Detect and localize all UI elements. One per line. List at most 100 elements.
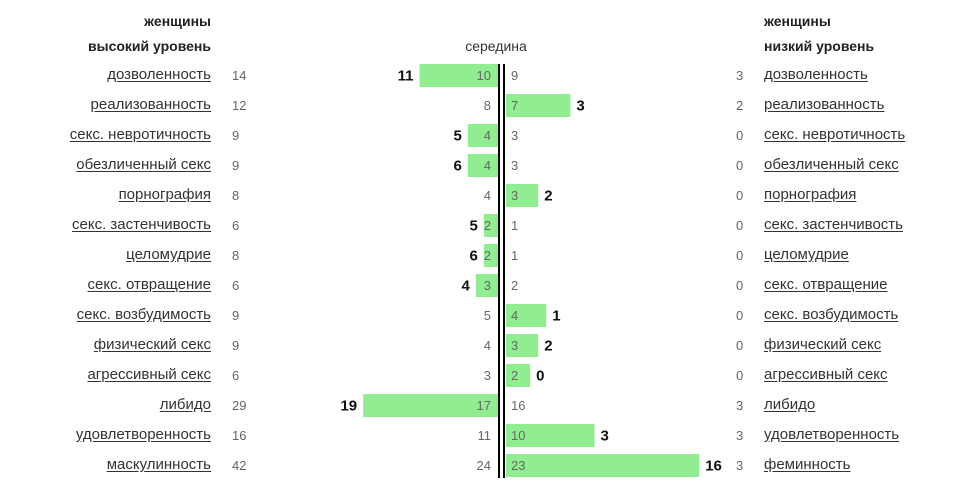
table-row: физический секс 9 0 физический секс	[0, 331, 953, 361]
left-scale-link[interactable]: дозволенность	[107, 66, 211, 83]
right-header-line2: низкий уровень	[764, 38, 875, 54]
left-scale-link[interactable]: маскулинность	[106, 456, 211, 473]
bar-right	[506, 184, 539, 207]
left-count: 14	[232, 68, 247, 83]
left-count: 8	[232, 188, 240, 203]
right-count: 0	[736, 218, 744, 233]
mid-right-value: 10	[511, 428, 525, 443]
table-row: обезличенный секс 9 0 обезличенный секс	[0, 151, 953, 181]
mid-right-value: 3	[511, 128, 518, 143]
left-scale-link[interactable]: секс. застенчивость	[72, 216, 211, 233]
mid-left-value: 3	[484, 368, 491, 383]
left-count: 12	[232, 98, 247, 113]
table-row: удовлетворенность 16 3 удовлетворенность	[0, 421, 953, 451]
table-row: секс. застенчивость 6 0 секс. застенчивость	[0, 211, 953, 241]
bar-left	[475, 274, 500, 297]
left-scale-link[interactable]: либидо	[159, 396, 211, 413]
right-scale-link[interactable]: целомудрие	[764, 246, 849, 263]
right-count: 3	[736, 68, 744, 83]
bar-right	[506, 454, 700, 477]
mid-right-value: 3	[511, 188, 518, 203]
left-count: 42	[232, 458, 247, 473]
mid-right-value: 4	[511, 308, 518, 323]
right-scale-link[interactable]: порнография	[764, 186, 857, 203]
mid-left-value: 2	[484, 218, 491, 233]
mid-left-value: 4	[484, 338, 491, 353]
bar-left	[483, 214, 500, 237]
diff-label: 5	[470, 218, 478, 235]
right-scale-link[interactable]: секс. невротичность	[764, 126, 906, 143]
left-scale-link[interactable]: удовлетворенность	[75, 426, 211, 443]
right-count: 3	[736, 428, 744, 443]
right-count: 0	[736, 368, 744, 383]
right-scale-link[interactable]: обезличенный секс	[764, 156, 899, 173]
right-count: 2	[736, 98, 744, 113]
right-count: 0	[736, 248, 744, 263]
mid-left-value: 2	[484, 248, 491, 263]
diff-label: 16	[705, 458, 722, 475]
right-count: 0	[736, 188, 744, 203]
mid-left-value: 17	[477, 398, 491, 413]
left-scale-link[interactable]: секс. невротичность	[69, 126, 211, 143]
left-count: 9	[232, 128, 240, 143]
mid-right-value: 9	[511, 68, 518, 83]
left-scale-link[interactable]: реализованность	[90, 96, 211, 113]
mid-left-value: 4	[484, 158, 491, 173]
mid-right-value: 7	[511, 98, 518, 113]
mid-left-value: 8	[484, 98, 491, 113]
right-scale-link[interactable]: либидо	[764, 396, 816, 413]
mid-right-value: 3	[511, 338, 518, 353]
bar-right	[506, 364, 531, 387]
right-count: 0	[736, 308, 744, 323]
right-scale-link[interactable]: удовлетворенность	[764, 426, 900, 443]
mid-right-value: 23	[511, 458, 525, 473]
bar-right	[506, 334, 539, 357]
left-header-line2: высокий уровень	[88, 38, 211, 54]
diff-label: 2	[544, 338, 552, 355]
left-scale-link[interactable]: секс. возбудимость	[76, 306, 211, 323]
right-scale-link[interactable]: дозволенность	[764, 66, 868, 83]
bar-right	[506, 94, 571, 117]
bar-left	[419, 64, 500, 87]
left-scale-link[interactable]: агрессивный секс	[87, 366, 211, 383]
right-count: 0	[736, 128, 744, 143]
bar-left	[483, 244, 500, 267]
right-count: 0	[736, 338, 744, 353]
left-scale-link[interactable]: порнография	[118, 186, 211, 203]
mid-left-value: 5	[484, 308, 491, 323]
diff-label: 6	[470, 248, 478, 265]
right-scale-link[interactable]: реализованность	[764, 96, 885, 113]
right-scale-link[interactable]: секс. застенчивость	[764, 216, 903, 233]
right-scale-link[interactable]: агрессивный секс	[764, 366, 888, 383]
right-scale-link[interactable]: секс. возбудимость	[764, 306, 899, 323]
mid-right-value: 16	[511, 398, 525, 413]
right-count: 3	[736, 398, 744, 413]
diff-label: 19	[340, 398, 357, 415]
mid-left-value: 24	[477, 458, 491, 473]
left-scale-link[interactable]: секс. отвращение	[87, 276, 211, 293]
diff-label: 0	[536, 368, 544, 385]
diff-label: 3	[601, 428, 609, 445]
left-scale-link[interactable]: целомудрие	[126, 246, 211, 263]
right-count: 0	[736, 278, 744, 293]
left-scale-link[interactable]: физический секс	[93, 336, 211, 353]
bar-left	[363, 394, 500, 417]
table-row: агрессивный секс 6 0 агрессивный секс	[0, 361, 953, 391]
left-count: 6	[232, 218, 240, 233]
diff-label: 3	[576, 98, 584, 115]
mid-right-value: 1	[511, 248, 518, 263]
bar-right	[506, 424, 595, 447]
diff-label: 2	[544, 188, 552, 205]
table-row: секс. отвращение 6 0 секс. отвращение	[0, 271, 953, 301]
diff-label: 4	[462, 278, 471, 295]
mid-right-value: 3	[511, 158, 518, 173]
mid-left-value: 10	[477, 68, 491, 83]
mid-left-value: 11	[478, 428, 492, 443]
right-scale-link[interactable]: физический секс	[764, 336, 882, 353]
diff-label: 11	[398, 68, 414, 85]
left-count: 9	[232, 338, 240, 353]
left-scale-link[interactable]: обезличенный секс	[76, 156, 211, 173]
right-scale-link[interactable]: феминность	[764, 456, 851, 473]
center-header: середина	[465, 38, 527, 54]
right-scale-link[interactable]: секс. отвращение	[764, 276, 888, 293]
